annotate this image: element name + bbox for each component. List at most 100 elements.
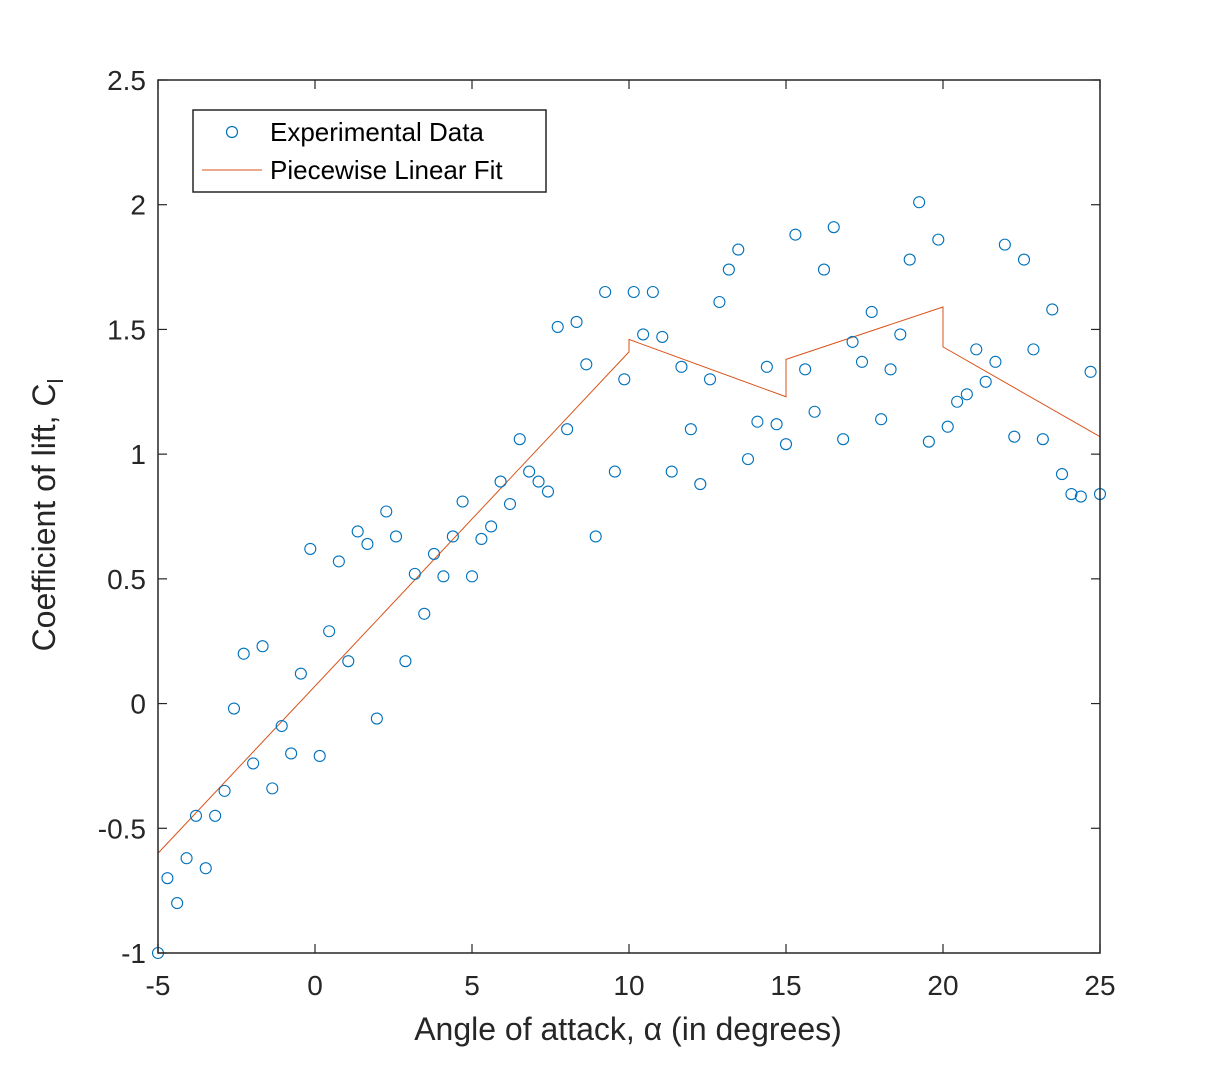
data-point-13 [275,719,288,733]
data-point-35 [485,520,498,533]
data-point-98 [1084,365,1097,378]
y-tick-label-0: -1 [121,938,146,969]
data-point-31 [446,530,459,543]
data-point-19 [332,555,345,568]
data-point-70 [817,263,831,276]
data-point-42 [551,320,564,333]
data-point-73 [846,335,859,348]
data-point-49 [618,373,631,386]
data-point-71 [827,221,840,234]
y-tick-label-1: -0.5 [98,813,146,844]
data-point-9 [237,647,250,660]
data-point-28 [418,607,431,620]
data-point-14 [285,747,298,760]
data-point-68 [799,363,812,376]
data-point-39 [523,465,536,478]
data-point-93 [1036,433,1049,446]
data-point-58 [703,373,717,386]
data-point-41 [541,485,555,498]
data-point-97 [1074,490,1087,503]
x-tick-label-5: 20 [927,970,958,1001]
legend-box [192,109,547,193]
data-point-25 [389,530,403,543]
data-point-66 [779,438,793,451]
data-point-83 [941,420,954,433]
data-point-90 [1008,430,1021,443]
data-point-29 [427,547,441,560]
data-point-81 [922,435,935,448]
data-point-53 [656,330,669,343]
data-point-33 [465,570,479,583]
data-point-1 [161,872,174,885]
data-point-96 [1065,487,1078,501]
data-point-76 [875,413,888,426]
data-point-85 [960,388,973,401]
data-point-12 [266,782,279,795]
data-point-55 [675,360,688,373]
data-point-23 [370,712,383,725]
data-point-64 [760,360,773,373]
data-point-92 [1027,343,1040,356]
y-tick-label-3: 0.5 [107,564,146,595]
y-tick-label-7: 2.5 [107,65,146,96]
data-point-89 [998,238,1011,251]
data-point-4 [189,809,203,822]
data-point-26 [399,655,412,668]
data-point-60 [722,263,735,276]
plot-background [158,80,1100,953]
legend-marker-experimental [225,125,239,139]
data-point-21 [351,525,364,538]
data-point-61 [732,243,745,256]
fit-line-path [157,306,1101,854]
data-point-54 [665,465,678,478]
data-point-6 [209,809,222,822]
y-tick-label-2: 0 [130,689,146,720]
data-point-20 [342,655,355,668]
data-point-22 [361,537,374,550]
data-point-18 [323,625,336,638]
data-point-75 [865,305,878,319]
data-point-88 [989,355,1002,368]
data-point-56 [684,423,697,436]
legend-label-fit: Piecewise Linear Fit [270,155,503,185]
data-point-86 [970,343,983,356]
y-axis-label-main: Coefficient of lift, C [26,383,62,651]
data-point-94 [1046,303,1059,316]
y-tick-label-6: 2 [130,190,146,221]
data-point-3 [180,852,193,865]
data-point-27 [408,567,421,580]
data-point-46 [589,530,602,543]
data-point-74 [855,355,869,368]
data-point-87 [979,375,992,388]
data-point-36 [494,475,507,488]
y-axis-label: Coefficient of lift, Cl [26,379,68,652]
data-point-78 [894,328,907,341]
x-tick-label-4: 15 [770,970,801,1001]
data-point-15 [294,667,307,680]
data-point-37 [503,497,517,511]
x-tick-label-6: 25 [1084,970,1115,1001]
data-point-5 [199,862,212,875]
data-point-10 [247,757,260,770]
data-point-69 [808,405,821,418]
data-point-34 [475,532,488,546]
x-tick-label-3: 10 [613,970,644,1001]
legend-label-experimental: Experimental Data [270,117,484,147]
data-point-38 [513,433,526,446]
data-point-11 [256,640,269,653]
data-point-59 [713,295,726,309]
plot-area [158,80,1100,953]
data-point-79 [903,253,916,266]
data-point-82 [932,233,945,246]
data-point-48 [608,465,621,478]
x-axis-label: Angle of attack, α (in degrees) [414,1011,842,1047]
data-point-16 [304,542,317,555]
data-point-57 [694,478,707,491]
ticks: -5 0 5 10 15 20 25 -1 -0.5 0 0.5 1 1.5 2 2.5 [98,65,1116,1001]
data-point-80 [913,196,926,209]
data-point-44 [570,315,583,329]
legend: Experimental Data Piecewise Linear Fit [192,109,547,193]
data-point-50 [627,285,640,299]
data-point-84 [951,395,964,408]
